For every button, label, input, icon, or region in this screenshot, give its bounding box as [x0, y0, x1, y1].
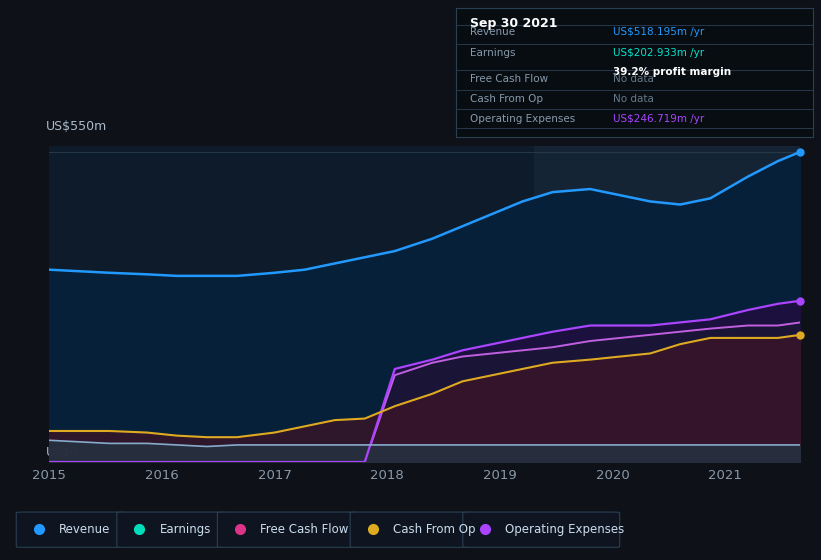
- Text: Revenue: Revenue: [470, 26, 515, 36]
- Text: Cash From Op: Cash From Op: [392, 522, 475, 536]
- Text: No data: No data: [612, 73, 654, 83]
- FancyBboxPatch shape: [117, 512, 226, 547]
- Text: Operating Expenses: Operating Expenses: [506, 522, 625, 536]
- Text: US$518.195m /yr: US$518.195m /yr: [612, 26, 704, 36]
- Text: Free Cash Flow: Free Cash Flow: [470, 73, 548, 83]
- FancyBboxPatch shape: [350, 512, 470, 547]
- Text: Sep 30 2021: Sep 30 2021: [470, 17, 557, 30]
- FancyBboxPatch shape: [16, 512, 125, 547]
- Text: Cash From Op: Cash From Op: [470, 94, 543, 104]
- Text: Operating Expenses: Operating Expenses: [470, 114, 576, 124]
- Text: US$550m: US$550m: [45, 120, 107, 133]
- Text: US$0: US$0: [45, 446, 79, 459]
- FancyBboxPatch shape: [463, 512, 620, 547]
- Text: Revenue: Revenue: [59, 522, 110, 536]
- Text: 39.2% profit margin: 39.2% profit margin: [612, 67, 731, 77]
- Text: US$202.933m /yr: US$202.933m /yr: [612, 49, 704, 58]
- Text: Free Cash Flow: Free Cash Flow: [260, 522, 348, 536]
- Text: Earnings: Earnings: [470, 49, 516, 58]
- Text: US$246.719m /yr: US$246.719m /yr: [612, 114, 704, 124]
- FancyBboxPatch shape: [218, 512, 358, 547]
- Bar: [534, 146, 815, 462]
- Text: Earnings: Earnings: [159, 522, 211, 536]
- Text: No data: No data: [612, 94, 654, 104]
